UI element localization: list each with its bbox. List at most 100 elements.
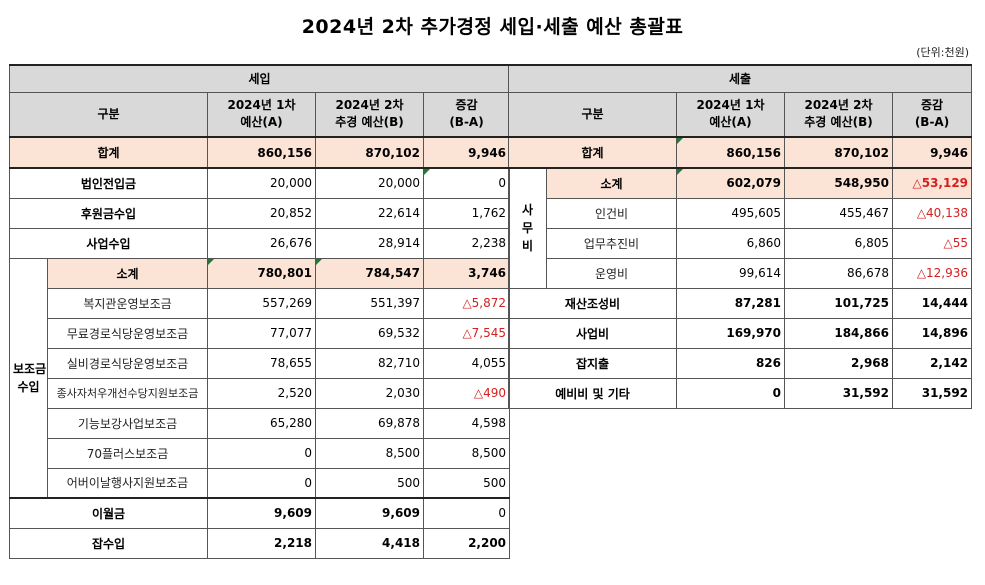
- value-b: 870,102: [315, 136, 424, 169]
- value-b: 500: [315, 467, 424, 499]
- table-row: 종사자처우개선수당지원보조금 2,520 2,030 △490: [10, 377, 511, 409]
- row-label: 사업비: [508, 317, 677, 349]
- value-a: 0: [207, 467, 316, 499]
- row-label: 잡수입: [9, 527, 208, 559]
- table-row: 기능보강사업보조금 65,280 69,878 4,598: [10, 407, 511, 439]
- expenditure-header-budget-b: 2024년 2차 추경 예산(B): [784, 91, 893, 138]
- value-diff: △40,138: [891, 197, 973, 229]
- value-diff: △5,872: [422, 287, 511, 319]
- expenditure-header-diff: 증감 (B-A): [891, 91, 973, 138]
- table-row: 잡지출 826 2,968 2,142: [508, 347, 973, 379]
- value-a: 78,655: [207, 347, 316, 379]
- subsidy-subtotal-row: 보조금 수입 소계 780,801 784,547 3,746: [9, 257, 511, 499]
- table-row: 인건비 495,605 455,467 △40,138: [509, 197, 973, 229]
- value-a: 602,079: [676, 167, 785, 199]
- value-b: 69,878: [315, 407, 424, 439]
- row-label: 잡지출: [508, 347, 677, 379]
- value-a: 557,269: [207, 287, 316, 319]
- value-b: 870,102: [784, 136, 893, 169]
- value-diff: 14,444: [891, 287, 973, 319]
- value-diff: △53,129: [891, 167, 973, 199]
- revenue-total-row: 합계 860,156 870,102 9,946: [9, 136, 511, 169]
- table-row: 실비경로식당운영보조금 78,655 82,710 4,055: [10, 347, 511, 379]
- expenditure-total-row: 합계 860,156 870,102 9,946: [508, 136, 973, 169]
- value-a: 26,676: [207, 227, 316, 259]
- revenue-header-budget-a: 2024년 1차 예산(A): [207, 91, 316, 138]
- value-b: 4,418: [315, 527, 424, 559]
- value-b: 455,467: [784, 197, 893, 229]
- value-diff: 0: [422, 167, 511, 199]
- cell-marker: [677, 169, 683, 175]
- table-row: 어버이날행사지원보조금 0 500 500: [10, 467, 511, 499]
- table-row: 사업수입 26,676 28,914 2,238: [9, 227, 511, 259]
- row-label: 어버이날행사지원보조금: [47, 467, 208, 499]
- row-label: 종사자처우개선수당지원보조금: [47, 377, 208, 409]
- cell-marker: [316, 259, 322, 265]
- value-diff: 0: [422, 497, 511, 529]
- row-label: 소계: [546, 167, 677, 199]
- value-a: 860,156: [676, 136, 785, 169]
- value-b: 22,614: [315, 197, 424, 229]
- subsidy-group-label: 보조금 수입: [9, 257, 48, 499]
- value-b: 20,000: [315, 167, 424, 199]
- value-a: 87,281: [676, 287, 785, 319]
- table-row: 운영비 99,614 86,678 △12,936: [509, 257, 973, 289]
- value-diff: 8,500: [422, 437, 511, 469]
- expenditure-table: 세출 구분 2024년 1차 예산(A) 2024년 2차 추경 예산(B) 증…: [507, 64, 973, 409]
- value-a: 169,970: [676, 317, 785, 349]
- value-b: 784,547: [315, 257, 424, 289]
- value-diff: 1,762: [422, 197, 511, 229]
- value-a: 77,077: [207, 317, 316, 349]
- cell-marker: [677, 139, 683, 144]
- table-row: 사업비 169,970 184,866 14,896: [508, 317, 973, 349]
- value-a: 2,218: [207, 527, 316, 559]
- value-b: 31,592: [784, 377, 893, 409]
- row-label: 소계: [47, 257, 208, 289]
- value-a: 2,520: [207, 377, 316, 409]
- expenditure-section-label: 세출: [507, 64, 973, 93]
- value-b: 551,397: [315, 287, 424, 319]
- row-label: 사업수입: [9, 227, 208, 259]
- value-diff: △490: [422, 377, 511, 409]
- value-a: 65,280: [207, 407, 316, 439]
- value-diff: 3,746: [422, 257, 511, 289]
- row-label: 무료경로식당운영보조금: [47, 317, 208, 349]
- table-row: 재산조성비 87,281 101,725 14,444: [508, 287, 973, 319]
- value-a: 0: [676, 377, 785, 409]
- expenditure-header-budget-a: 2024년 1차 예산(A): [676, 91, 785, 138]
- table-row: 예비비 및 기타 0 31,592 31,592: [508, 377, 973, 409]
- revenue-table: 세입 구분 2024년 1차 예산(A) 2024년 2차 추경 예산(B) 증…: [8, 64, 511, 559]
- revenue-header-diff: 증감 (B-A): [422, 91, 511, 138]
- value-b: 6,805: [784, 227, 893, 259]
- value-diff: △7,545: [422, 317, 511, 349]
- value-a: 9,609: [207, 497, 316, 529]
- value-a: 6,860: [676, 227, 785, 259]
- table-row: 법인전입금 20,000 20,000 0: [9, 167, 511, 199]
- value-diff: 4,055: [422, 347, 511, 379]
- row-label: 후원금수입: [9, 197, 208, 229]
- value-a: 495,605: [676, 197, 785, 229]
- value-diff: 2,238: [422, 227, 511, 259]
- value-diff: 500: [422, 467, 511, 499]
- page-title: 2024년 2차 추가경정 세입·세출 예산 총괄표: [301, 16, 684, 38]
- revenue-header-budget-b: 2024년 2차 추경 예산(B): [315, 91, 424, 138]
- row-label: 법인전입금: [9, 167, 208, 199]
- row-label: 이월금: [9, 497, 208, 529]
- table-row: 무료경로식당운영보조금 77,077 69,532 △7,545: [10, 317, 511, 349]
- value-b: 86,678: [784, 257, 893, 289]
- value-diff: 9,946: [891, 136, 973, 169]
- table-row: 후원금수입 20,852 22,614 1,762: [9, 197, 511, 229]
- row-label: 예비비 및 기타: [508, 377, 677, 409]
- row-label: 운영비: [546, 257, 677, 289]
- value-a: 99,614: [676, 257, 785, 289]
- table-row: 70플러스보조금 0 8,500 8,500: [10, 437, 511, 469]
- value-a: 20,000: [207, 167, 316, 199]
- value-a: 826: [676, 347, 785, 379]
- value-b: 184,866: [784, 317, 893, 349]
- value-diff: 31,592: [891, 377, 973, 409]
- value-b: 101,725: [784, 287, 893, 319]
- value-b: 82,710: [315, 347, 424, 379]
- expenditure-header-category: 구분: [508, 91, 677, 138]
- value-a: 20,852: [207, 197, 316, 229]
- row-label: 인건비: [546, 197, 677, 229]
